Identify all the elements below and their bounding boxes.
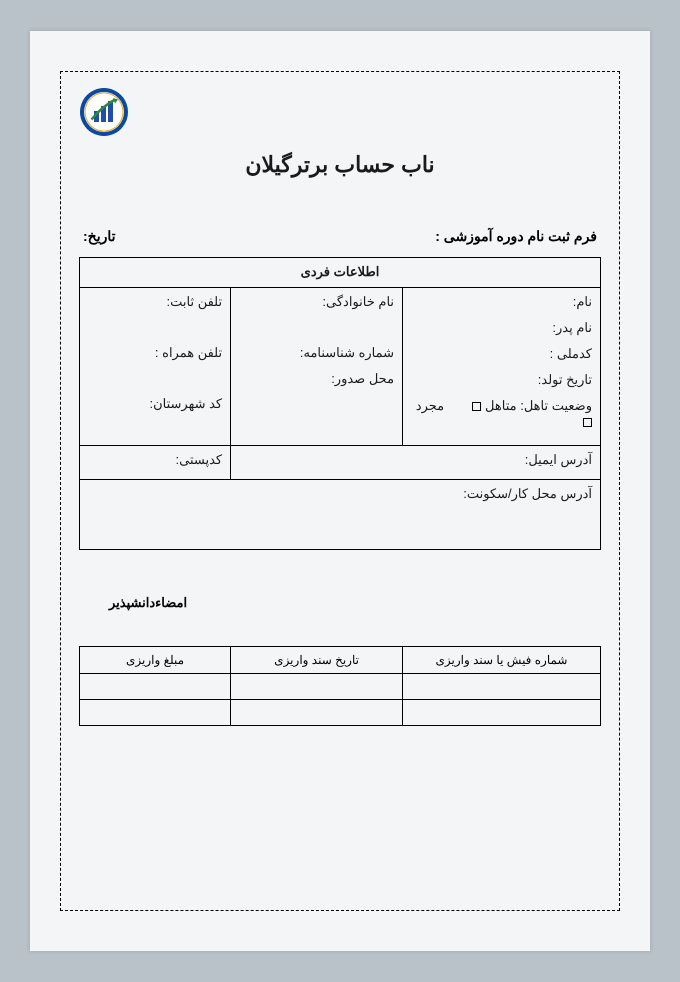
table-row bbox=[80, 674, 601, 700]
org-title: ناب حساب برترگیلان bbox=[79, 152, 601, 178]
landline-label: تلفن ثابت: bbox=[88, 294, 222, 310]
payment-col-receipt: شماره فیش یا سند واریزی bbox=[403, 647, 601, 674]
married-checkbox[interactable] bbox=[472, 402, 481, 411]
postal-label: کدپستی: bbox=[80, 446, 231, 480]
birth-date-label: تاریخ تولد: bbox=[411, 372, 592, 388]
email-label: آدرس ایمیل: bbox=[231, 446, 601, 480]
signature-label: امضاءدانشپذیر bbox=[109, 595, 601, 611]
single-label: مجرد bbox=[416, 398, 444, 413]
company-logo bbox=[79, 87, 129, 137]
cert-no-label: شماره شناسنامه: bbox=[239, 345, 394, 361]
single-checkbox[interactable] bbox=[583, 418, 592, 427]
form-header-row: فرم ثبت نام دوره آموزشی : تاریخ: bbox=[79, 228, 601, 245]
marital-label: وضعیت تاهل: متاهل bbox=[485, 398, 592, 413]
mobile-label: تلفن همراه : bbox=[88, 345, 222, 361]
payment-col-date: تاریخ سند واریزی bbox=[231, 647, 403, 674]
father-label: نام پدر: bbox=[411, 320, 592, 336]
col-left: تلفن ثابت: تلفن همراه : کد شهرستان: bbox=[80, 288, 231, 446]
issue-place-label: محل صدور: bbox=[239, 371, 394, 387]
family-label: نام خانوادگی: bbox=[239, 294, 394, 310]
col-right: نام: نام پدر: کدملی : تاریخ تولد: وضعیت … bbox=[403, 288, 601, 446]
personal-info-table: اطلاعات فردی نام: نام پدر: کدملی : تاریخ… bbox=[79, 257, 601, 550]
payment-col-amount: مبلغ واریزی bbox=[80, 647, 231, 674]
scanned-page: ناب حساب برترگیلان فرم ثبت نام دوره آموز… bbox=[30, 31, 650, 951]
form-border: ناب حساب برترگیلان فرم ثبت نام دوره آموز… bbox=[60, 71, 620, 911]
city-code-label: کد شهرستان: bbox=[88, 396, 222, 412]
personal-info-header: اطلاعات فردی bbox=[80, 258, 601, 288]
col-mid: نام خانوادگی: شماره شناسنامه: محل صدور: bbox=[231, 288, 403, 446]
national-id-label: کدملی : bbox=[411, 346, 592, 362]
payment-table: شماره فیش یا سند واریزی تاریخ سند واریزی… bbox=[79, 646, 601, 726]
form-title-label: فرم ثبت نام دوره آموزشی : bbox=[435, 228, 597, 245]
date-label: تاریخ: bbox=[83, 228, 116, 245]
address-label: آدرس محل کار/سکونت: bbox=[80, 480, 601, 550]
table-row bbox=[80, 700, 601, 726]
marital-status-row: وضعیت تاهل: متاهل مجرد bbox=[411, 398, 592, 429]
name-label: نام: bbox=[411, 294, 592, 310]
